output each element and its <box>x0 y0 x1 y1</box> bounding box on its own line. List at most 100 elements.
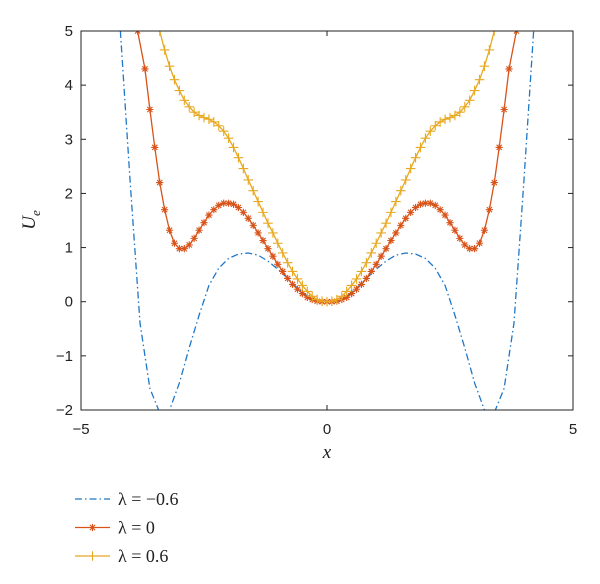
data-point <box>259 236 267 245</box>
data-point <box>332 294 342 305</box>
data-point <box>367 267 375 275</box>
data-point <box>366 248 377 258</box>
data-point <box>225 199 233 207</box>
data-point <box>336 291 347 302</box>
data-point <box>402 214 410 222</box>
data-point <box>287 266 298 277</box>
data-point <box>474 74 485 85</box>
data-point <box>248 185 258 196</box>
tick-layer: −5 0 5 −2 −1 0 1 2 3 4 5 <box>56 23 577 438</box>
data-point <box>263 218 273 229</box>
data-point <box>156 179 164 187</box>
data-point <box>327 296 337 306</box>
data-point <box>170 239 179 247</box>
data-point <box>411 203 420 212</box>
data-point <box>484 45 495 55</box>
data-point <box>164 61 175 71</box>
data-point <box>307 291 318 302</box>
legend-entry: λ = 0 <box>75 518 155 538</box>
data-point <box>461 241 469 249</box>
data-point <box>425 126 436 136</box>
data-point <box>464 95 475 106</box>
data-point <box>490 179 498 187</box>
data-point <box>396 185 406 196</box>
data-point <box>466 245 474 253</box>
data-point <box>415 142 426 153</box>
data-point <box>210 206 218 214</box>
data-point <box>431 201 439 209</box>
data-point <box>292 274 303 284</box>
legend-entry: λ = 0.6 <box>75 546 168 566</box>
legend: λ = −0.6 λ = 0 λ = 0.6 <box>75 489 179 566</box>
data-point <box>475 239 484 247</box>
data-point <box>445 112 455 123</box>
data-point <box>400 175 411 185</box>
x-axis-label: x <box>322 442 332 463</box>
data-point <box>376 228 386 238</box>
data-point <box>451 226 459 234</box>
data-point <box>392 229 400 237</box>
data-point <box>195 226 203 234</box>
data-point <box>441 211 449 219</box>
data-point <box>436 206 444 214</box>
data-point <box>455 107 465 118</box>
data-point <box>397 221 405 229</box>
data-point <box>190 234 198 242</box>
y-tick-label: 3 <box>65 131 73 148</box>
data-point <box>371 238 381 249</box>
data-point <box>372 260 380 268</box>
y-axis-label-main: U <box>19 215 40 230</box>
data-point <box>174 85 185 96</box>
data-point <box>179 95 190 106</box>
data-point <box>341 286 352 297</box>
data-point <box>387 236 395 245</box>
y-tick-label: 2 <box>65 185 73 202</box>
data-point <box>234 203 243 212</box>
data-point <box>220 199 228 207</box>
data-point <box>381 218 391 229</box>
y-axis-label-sub: e <box>28 210 43 216</box>
data-point <box>244 214 252 222</box>
data-point <box>180 245 188 253</box>
data-point <box>430 120 441 131</box>
x-tick-label: 5 <box>569 421 577 438</box>
x-tick-label: −5 <box>72 421 89 438</box>
legend-label: λ = 0.6 <box>118 546 168 566</box>
data-point <box>288 280 297 288</box>
y-tick-label: 1 <box>65 240 73 257</box>
data-point <box>159 45 170 55</box>
data-point <box>215 201 223 209</box>
data-point <box>141 65 149 73</box>
data-point <box>258 207 268 218</box>
data-point <box>382 245 390 253</box>
data-point <box>200 219 208 227</box>
data-point <box>253 196 263 207</box>
data-point <box>391 196 401 207</box>
data-point <box>469 85 480 96</box>
data-point <box>357 280 366 288</box>
data-point <box>264 245 272 253</box>
data-point <box>229 200 238 208</box>
y-tick-label: 5 <box>65 23 73 40</box>
data-point <box>405 163 416 174</box>
legend-label: λ = −0.6 <box>118 489 179 509</box>
y-tick-label: −2 <box>56 402 73 419</box>
data-point <box>426 199 434 207</box>
data-point <box>204 114 214 125</box>
data-point <box>416 200 425 208</box>
data-point <box>269 252 277 260</box>
y-axis-label: Ue <box>19 210 43 230</box>
x-tick-label: 0 <box>323 421 331 438</box>
data-point <box>500 105 508 114</box>
data-point <box>184 102 195 112</box>
data-point <box>346 280 357 291</box>
data-point <box>302 286 313 297</box>
data-point <box>161 206 169 214</box>
data-point <box>189 107 199 118</box>
data-point <box>146 105 154 114</box>
series-layer <box>119 31 535 410</box>
data-point <box>209 117 219 127</box>
data-point <box>361 257 372 268</box>
data-point <box>352 285 361 293</box>
